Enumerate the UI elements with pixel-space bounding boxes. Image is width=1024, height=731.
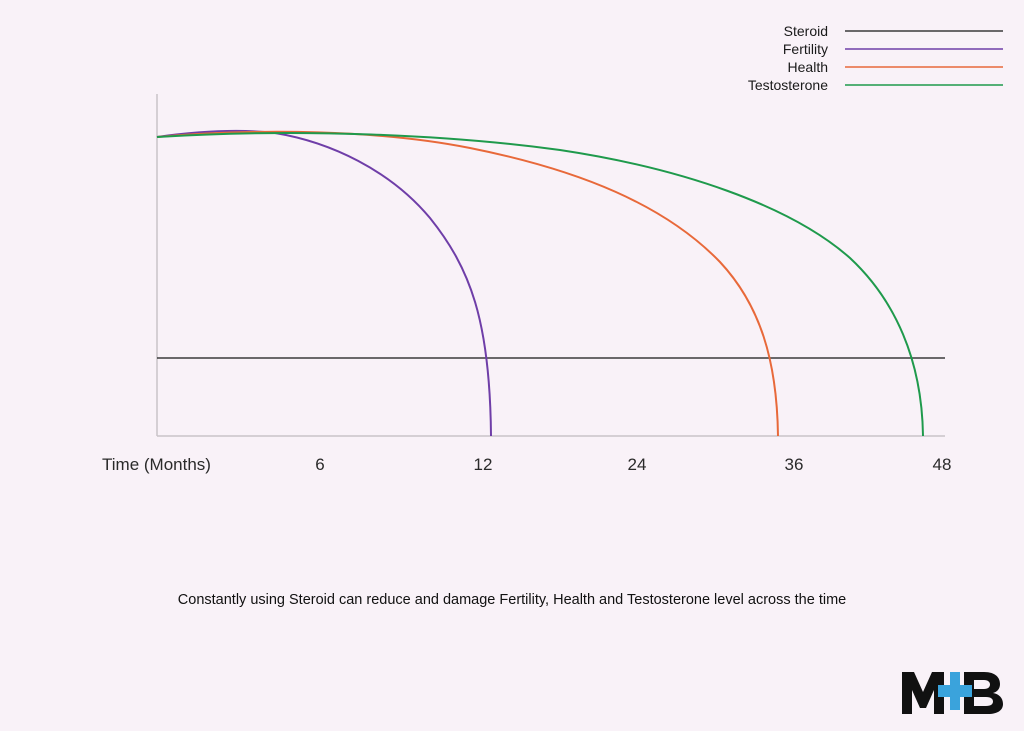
logo-cross-icon (938, 672, 972, 710)
legend-label-health: Health (788, 59, 828, 75)
x-axis-label: Time (Months) (102, 455, 211, 474)
x-tick-label: 36 (785, 455, 804, 474)
legend-label-fertility: Fertility (783, 41, 828, 57)
legend-label-steroid: Steroid (784, 23, 828, 39)
x-tick-label: 24 (628, 455, 647, 474)
legend: Steroid Fertility Health Testosterone (748, 23, 1003, 93)
logo-letter-m (902, 672, 944, 714)
legend-label-testosterone: Testosterone (748, 77, 828, 93)
series-health-line (156, 130, 779, 437)
x-tick-label: 48 (933, 455, 952, 474)
series-testosterone-line (156, 132, 924, 437)
series-fertility-line (156, 129, 492, 437)
mb-logo (902, 672, 1003, 714)
chart-caption: Constantly using Steroid can reduce and … (177, 592, 847, 608)
x-tick-label: 12 (474, 455, 493, 474)
x-tick-label: 6 (315, 455, 324, 474)
logo-letter-b (964, 672, 1003, 714)
